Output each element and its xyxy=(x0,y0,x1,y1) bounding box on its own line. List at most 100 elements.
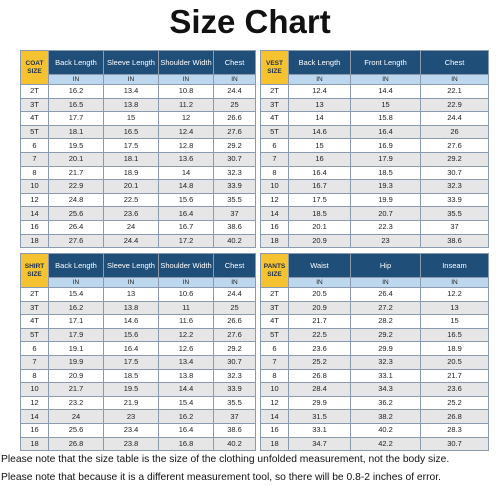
value-cell: 29.9 xyxy=(350,341,421,356)
value-cell: 15.8 xyxy=(350,111,421,126)
value-cell: 17.1 xyxy=(48,314,104,329)
data-row: 14 24 23 16.2 37 xyxy=(20,409,256,424)
value-cell: 19.5 xyxy=(48,138,104,153)
value-cell: 31.5 xyxy=(288,409,351,424)
size-cell: 6 xyxy=(260,341,289,356)
value-cell: 21.7 xyxy=(420,368,489,384)
value-cell: 16.4 xyxy=(158,206,214,221)
value-cell: 32.3 xyxy=(213,368,256,384)
value-cell: 13.4 xyxy=(103,84,159,99)
value-cell: 16.8 xyxy=(158,436,214,452)
value-cell: 27.6 xyxy=(48,233,104,249)
data-row: 16 33.1 40.2 28.3 xyxy=(260,422,489,438)
column-header: Shoulder Width xyxy=(158,253,214,278)
data-row: 6 23.6 29.9 18.9 xyxy=(260,341,489,356)
size-table: COAT SIZE Back Length Sleeve Length Shoulde… xyxy=(20,50,256,249)
data-row: 18 26.8 23.8 16.8 40.2 xyxy=(20,436,256,452)
value-cell: 12 xyxy=(158,111,214,126)
data-row: 10 21.7 19.5 14.4 33.9 xyxy=(20,382,256,397)
data-row: 5T 18.1 16.5 12.4 27.6 xyxy=(20,124,256,140)
value-cell: 24 xyxy=(48,409,104,424)
unit-cell: IN xyxy=(48,74,104,85)
value-cell: 16 xyxy=(288,151,351,167)
value-cell: 35.5 xyxy=(213,192,256,208)
value-cell: 19.9 xyxy=(48,354,104,370)
value-cell: 28.3 xyxy=(420,422,489,438)
size-cell: 12 xyxy=(260,395,289,411)
unit-cell: IN xyxy=(48,277,104,288)
column-header: Chest xyxy=(213,50,256,75)
value-cell: 25 xyxy=(213,97,256,113)
value-cell: 14.8 xyxy=(158,179,214,194)
value-cell: 26.6 xyxy=(213,314,256,329)
value-cell: 15 xyxy=(288,138,351,153)
data-row: 8 16.4 18.5 30.7 xyxy=(260,165,489,181)
value-cell: 26.6 xyxy=(213,111,256,126)
data-row: 3T 20.9 27.2 13 xyxy=(260,300,489,316)
value-cell: 16.4 xyxy=(288,165,351,181)
value-cell: 18.9 xyxy=(420,341,489,356)
value-cell: 13 xyxy=(420,300,489,316)
size-header: SHIRT SIZE xyxy=(20,253,49,288)
size-cell: 14 xyxy=(260,206,289,221)
value-cell: 20.5 xyxy=(288,287,351,302)
value-cell: 18.1 xyxy=(48,124,104,140)
size-cell: 8 xyxy=(20,165,49,181)
size-header: PANTS SIZE xyxy=(260,253,289,288)
size-cell: 5T xyxy=(20,124,49,140)
value-cell: 33.1 xyxy=(350,368,421,384)
value-cell: 21.9 xyxy=(103,395,159,411)
note: Please note that the size table is the s… xyxy=(1,454,450,465)
size-cell: 16 xyxy=(20,219,49,235)
value-cell: 20.1 xyxy=(103,179,159,194)
value-cell: 27.6 xyxy=(213,327,256,343)
value-cell: 30.7 xyxy=(420,436,489,452)
data-row: 8 21.7 18.9 14 32.3 xyxy=(20,165,256,181)
value-cell: 24.4 xyxy=(420,111,489,126)
value-cell: 12.2 xyxy=(158,327,214,343)
value-cell: 29.9 xyxy=(288,395,351,411)
size-cell: 5T xyxy=(260,124,289,140)
value-cell: 20.5 xyxy=(420,354,489,370)
value-cell: 10.8 xyxy=(158,84,214,99)
value-cell: 17.2 xyxy=(158,233,214,249)
size-cell: 7 xyxy=(20,354,49,370)
value-cell: 24 xyxy=(103,219,159,235)
value-cell: 13.8 xyxy=(103,97,159,113)
value-cell: 20.9 xyxy=(48,368,104,384)
value-cell: 26.8 xyxy=(48,436,104,452)
value-cell: 40.2 xyxy=(213,233,256,249)
note: Please note that because it is a differe… xyxy=(1,472,441,483)
data-row: 6 19.5 17.5 12.8 29.2 xyxy=(20,138,256,153)
value-cell: 13 xyxy=(103,287,159,302)
size-cell: 10 xyxy=(20,179,49,194)
value-cell: 22.3 xyxy=(350,219,421,235)
value-cell: 17.9 xyxy=(350,151,421,167)
value-cell: 27.6 xyxy=(213,124,256,140)
value-cell: 35.5 xyxy=(420,206,489,221)
column-header: Chest xyxy=(420,50,489,75)
data-row: 16 26.4 24 16.7 38.6 xyxy=(20,219,256,235)
size-header: VEST SIZE xyxy=(260,50,289,85)
value-cell: 13.6 xyxy=(158,151,214,167)
column-header: Back Length xyxy=(48,50,104,75)
value-cell: 32.3 xyxy=(213,165,256,181)
value-cell: 21.7 xyxy=(48,165,104,181)
size-cell: 12 xyxy=(20,192,49,208)
size-cell: 16 xyxy=(20,422,49,438)
size-cell: 8 xyxy=(20,368,49,384)
size-cell: 12 xyxy=(20,395,49,411)
size-cell: 16 xyxy=(260,422,289,438)
value-cell: 17.5 xyxy=(288,192,351,208)
column-header: Shoulder Width xyxy=(158,50,214,75)
value-cell: 16.2 xyxy=(48,300,104,316)
size-cell: 6 xyxy=(20,138,49,153)
value-cell: 18.5 xyxy=(288,206,351,221)
value-cell: 15.4 xyxy=(158,395,214,411)
data-row: 4T 17.1 14.6 11.6 26.6 xyxy=(20,314,256,329)
size-header: COAT SIZE xyxy=(20,50,49,85)
value-cell: 24.4 xyxy=(103,233,159,249)
value-cell: 16.9 xyxy=(350,138,421,153)
value-cell: 36.2 xyxy=(350,395,421,411)
